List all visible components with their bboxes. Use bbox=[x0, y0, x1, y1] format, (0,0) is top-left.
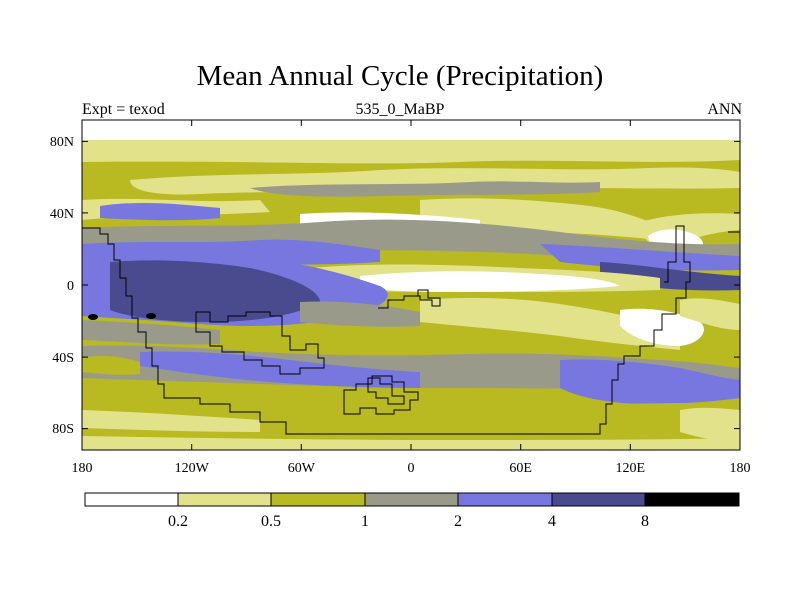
map-frame bbox=[81, 119, 741, 451]
colorbar-box bbox=[458, 493, 552, 506]
x-tick-label: 120E bbox=[616, 461, 646, 476]
y-tick-label: 40S bbox=[52, 351, 74, 366]
y-axis-labels: 80N 40N 0 40S 80S bbox=[50, 135, 74, 437]
colorbar-label: 4 bbox=[548, 513, 556, 530]
x-tick-label: 60W bbox=[288, 461, 316, 476]
y-tick-label: 40N bbox=[50, 207, 74, 222]
period-label: 535_0_MaBP bbox=[355, 101, 445, 118]
experiment-label: Expt = texod bbox=[82, 101, 165, 118]
colorbar-label: 0.2 bbox=[168, 513, 188, 530]
y-tick-label: 80S bbox=[52, 422, 74, 437]
colorbar-box bbox=[85, 493, 178, 506]
colorbar: 0.2 0.5 1 2 4 8 bbox=[84, 492, 740, 530]
continent-outline bbox=[82, 225, 740, 435]
colorbar-box bbox=[552, 493, 645, 506]
x-tick-label: 0 bbox=[408, 461, 415, 476]
x-tick-label: 180 bbox=[72, 461, 93, 476]
colorbar-label: 1 bbox=[361, 513, 369, 530]
map-title: Mean Annual Cycle (Precipitation) bbox=[196, 60, 604, 92]
colorbar-label: 0.5 bbox=[261, 513, 281, 530]
y-tick-label: 0 bbox=[67, 279, 74, 294]
x-tick-label: 120W bbox=[175, 461, 210, 476]
colorbar-box bbox=[365, 493, 458, 506]
x-tick-label: 180 bbox=[730, 461, 751, 476]
x-tick-label: 60E bbox=[509, 461, 532, 476]
season-label: ANN bbox=[707, 101, 742, 118]
y-tick-label: 80N bbox=[50, 135, 74, 150]
colorbar-box bbox=[178, 493, 271, 506]
colorbar-label: 8 bbox=[641, 513, 649, 530]
x-axis-labels: 180 120W 60W 0 60E 120E 180 bbox=[72, 461, 751, 476]
colorbar-box bbox=[271, 493, 365, 506]
colorbar-label: 2 bbox=[454, 513, 462, 530]
precipitation-field bbox=[82, 120, 740, 450]
colorbar-box bbox=[645, 493, 739, 506]
